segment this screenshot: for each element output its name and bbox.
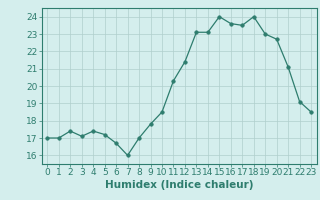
X-axis label: Humidex (Indice chaleur): Humidex (Indice chaleur) bbox=[105, 180, 253, 190]
